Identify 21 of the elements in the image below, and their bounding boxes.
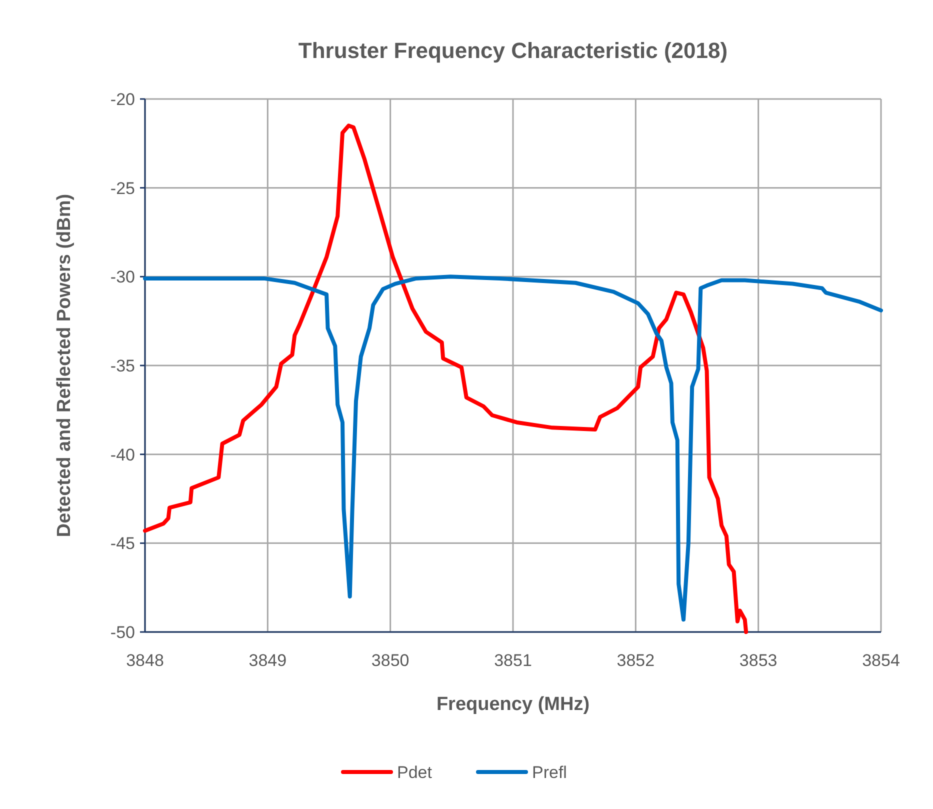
x-tick-label: 3853	[739, 651, 778, 670]
x-tick-label: 3851	[494, 651, 532, 670]
y-tick-label: -35	[110, 356, 135, 376]
y-tick-label: -30	[110, 268, 135, 287]
y-tick-label: -20	[110, 90, 135, 109]
x-tick-label: 3849	[248, 651, 287, 670]
x-tick-label: 3852	[616, 651, 655, 670]
line-series	[143, 274, 883, 622]
legend-label: Prefl	[532, 762, 567, 782]
y-tick-label: -25	[110, 178, 135, 198]
chart-title: Thruster Frequency Characteristic (2018)	[298, 38, 728, 63]
y-tick-label: -45	[110, 534, 135, 554]
x-tick-label: 3848	[126, 651, 164, 670]
x-tick-label: 3850	[371, 651, 410, 670]
y-axis-title: Detected and Reflected Powers (dBm)	[54, 194, 75, 538]
x-tick-label: 3854	[862, 651, 900, 670]
y-tick-label: -40	[110, 445, 135, 464]
y-tick-label: -50	[110, 622, 135, 642]
line-series	[143, 124, 748, 634]
legend-label: Pdet	[397, 762, 432, 782]
x-axis-title: Frequency (MHz)	[436, 694, 590, 715]
